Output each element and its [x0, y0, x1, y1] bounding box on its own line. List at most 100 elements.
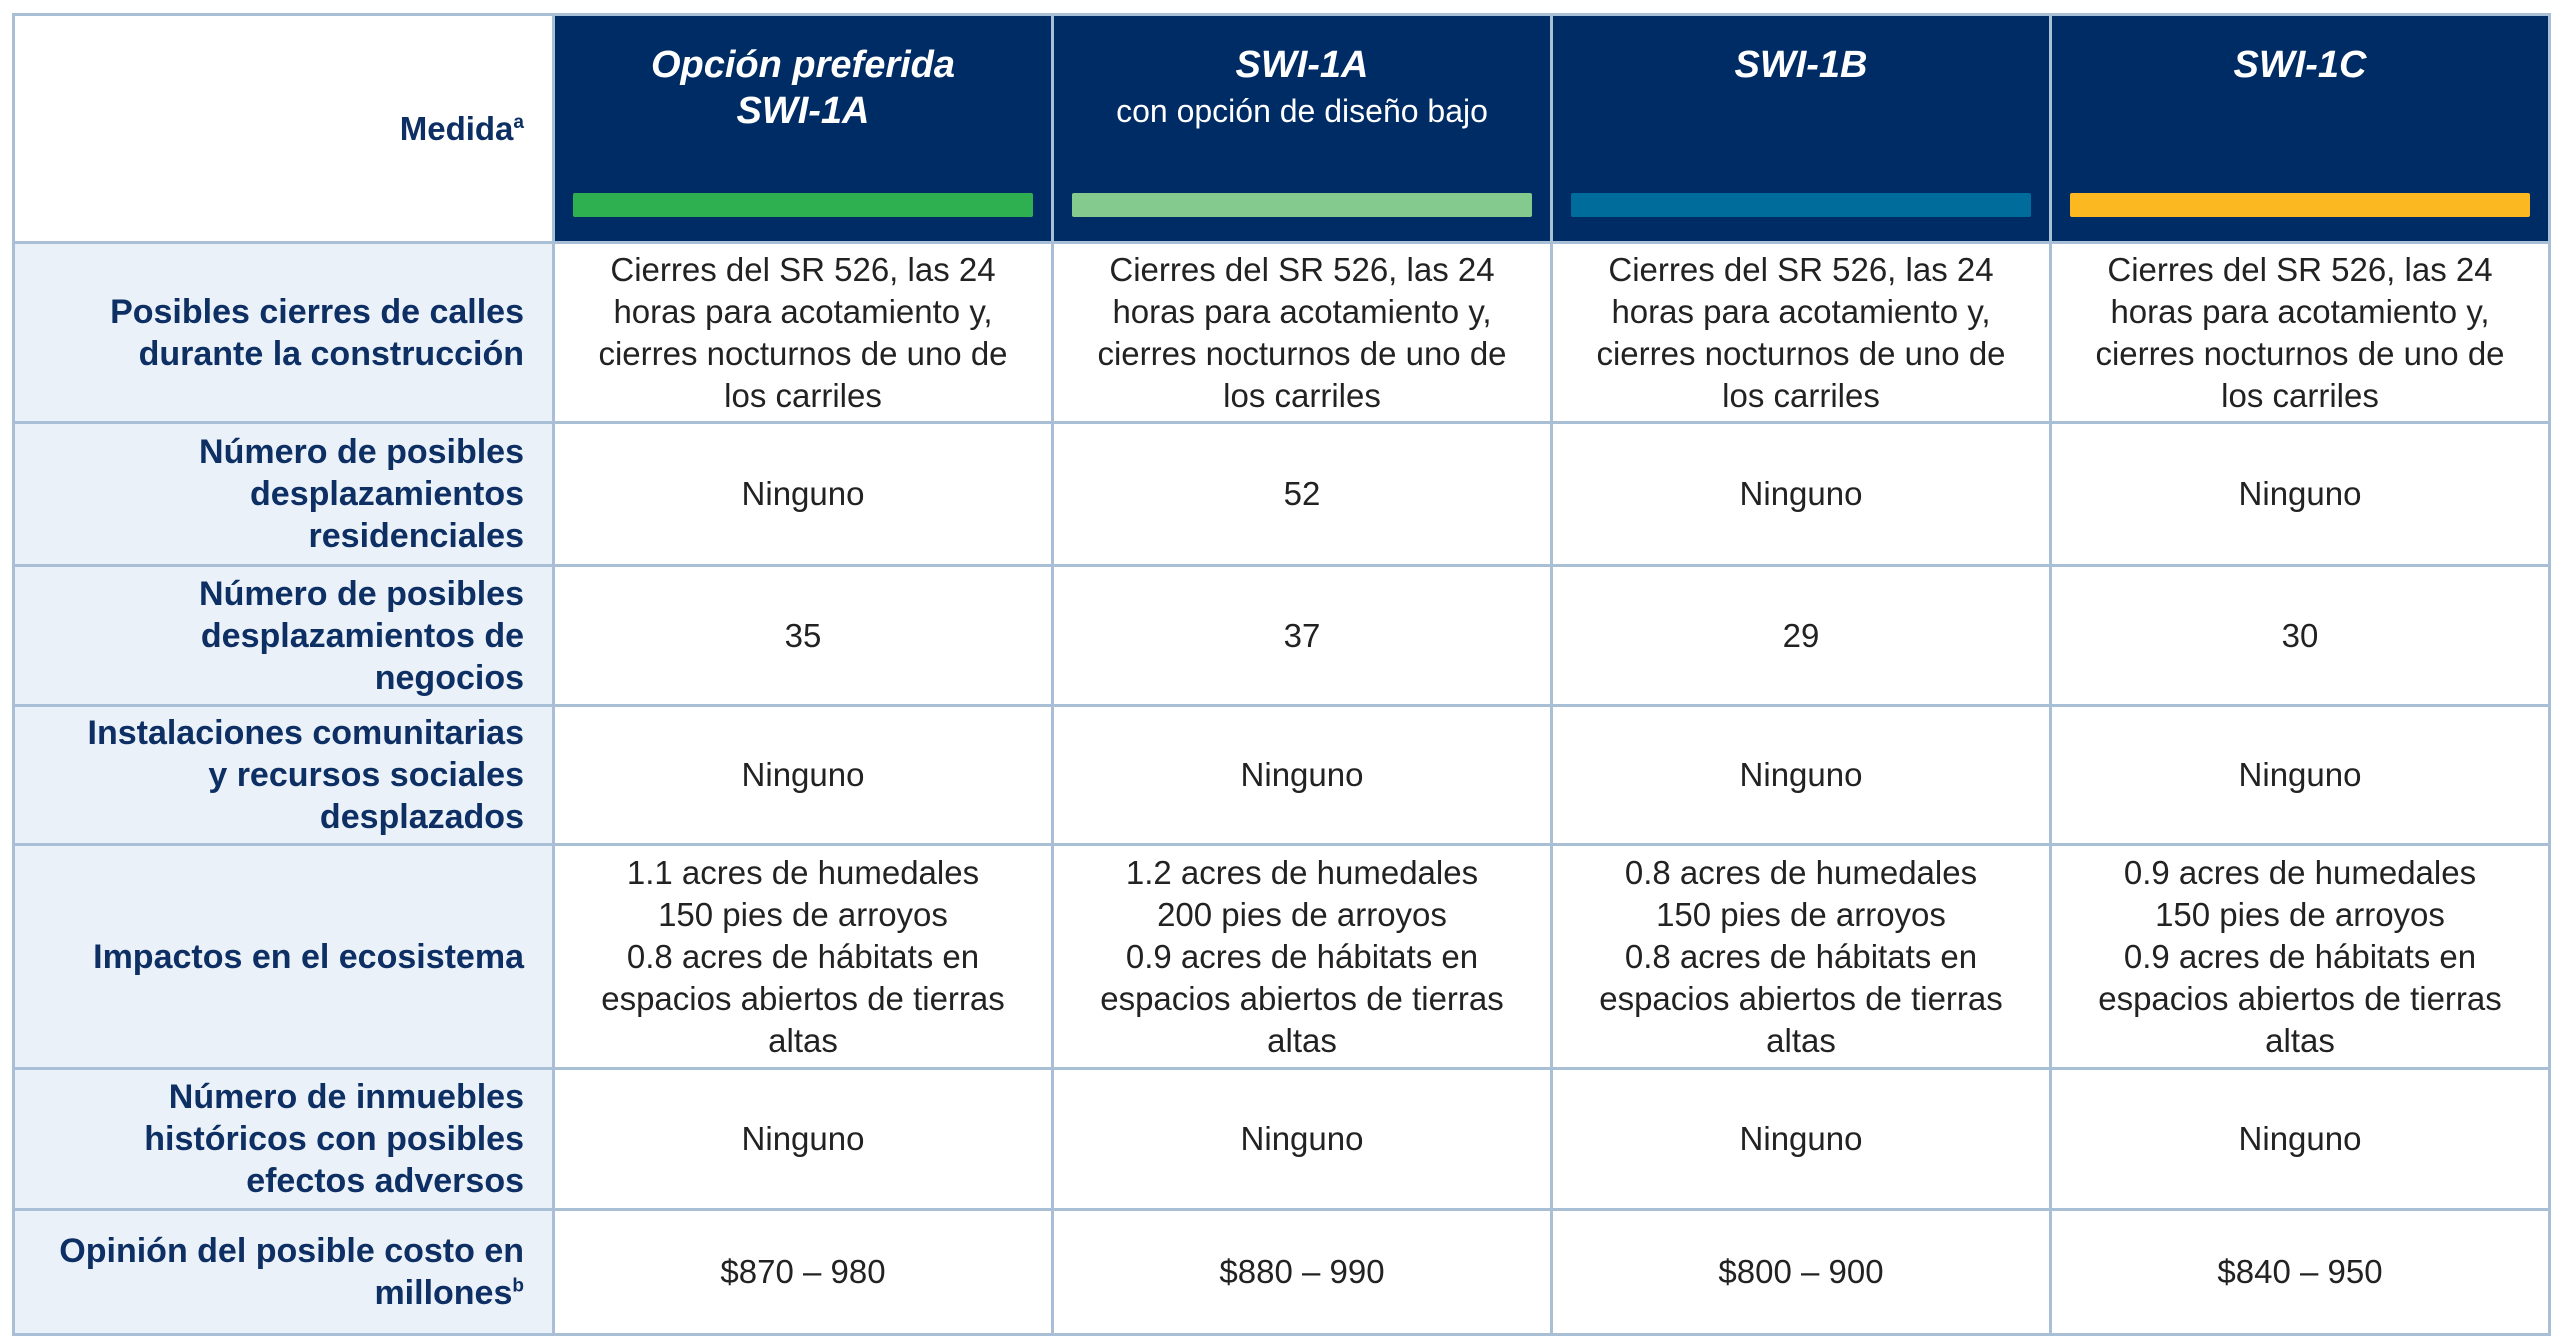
- measure-header: Medidaa: [12, 13, 555, 244]
- option-color-bar: [1571, 193, 2031, 217]
- cell-text-line: 0.8 acres de humedales: [1624, 853, 1978, 891]
- option-title: Opción preferida: [650, 44, 956, 86]
- cell-text-line: Cierres del SR 526, las 24: [610, 250, 996, 288]
- option-header-preferred: Opción preferida SWI-1A: [552, 13, 1054, 244]
- header-row: Medidaa Opción preferida SWI-1A SWI-1A c…: [12, 13, 2551, 244]
- row-label: Opinión del posible costo en millonesb: [12, 1208, 555, 1336]
- cell-text-line: espacios abiertos de tierras: [1599, 979, 2003, 1017]
- row-label-text: millones: [374, 1274, 513, 1312]
- row-label-line: desplazamientos: [250, 475, 524, 513]
- row-label: Número de posibles desplazamientos residen…: [12, 421, 555, 567]
- row-label-line: Instalaciones comunitarias: [87, 714, 525, 752]
- cell-text-line: $880 – 990: [1219, 1253, 1385, 1290]
- option-color-bar: [1072, 193, 1532, 217]
- row-label-line: negocios: [374, 658, 524, 697]
- row-label: Número de posibles desplazamientos de nego…: [12, 564, 555, 707]
- cell-text-line: 0.9 acres de hábitats en: [1125, 937, 1479, 975]
- row-label-line: históricos con posibles: [144, 1120, 524, 1158]
- cell-text-line: Ninguno: [1240, 1120, 1364, 1157]
- table-cell: 1.2 acres de humedales 200 pies de arroyo…: [1051, 843, 1553, 1070]
- cell-text-line: Ninguno: [1739, 756, 1863, 793]
- row-label-line: Opinión del posible costo en: [59, 1232, 524, 1270]
- cell-text-line: Ninguno: [2238, 475, 2362, 512]
- option-title: SWI-1C: [2233, 44, 2367, 86]
- cell-text-line: 0.9 acres de hábitats en: [2123, 937, 2477, 975]
- table-cell: Ninguno: [552, 704, 1054, 846]
- cell-text-line: horas para acotamiento y,: [1112, 292, 1492, 330]
- cell-text-line: $840 – 950: [2217, 1253, 2383, 1290]
- cell-text-line: 37: [1283, 616, 1321, 654]
- cell-text-line: Ninguno: [2238, 1120, 2362, 1157]
- cell-text-line: Ninguno: [741, 1120, 865, 1157]
- cell-text-line: 0.8 acres de hábitats en: [626, 937, 980, 975]
- cell-text-line: altas: [1766, 1021, 1836, 1059]
- row-label: Posibles cierres de calles durante la con…: [12, 241, 555, 424]
- option-header-swi-1b: SWI-1B: [1550, 13, 2052, 244]
- cell-text-line: altas: [2265, 1021, 2335, 1059]
- row-label-line: residenciales: [308, 517, 524, 555]
- option-header-swi-1c: SWI-1C: [2049, 13, 2551, 244]
- table-cell: Ninguno: [552, 1067, 1054, 1211]
- table-cell: Ninguno: [1051, 1067, 1553, 1211]
- option-title: SWI-1A: [1235, 44, 1369, 86]
- cell-text-line: 30: [2281, 616, 2319, 654]
- cell-text-line: 200 pies de arroyos: [1157, 895, 1447, 933]
- table-cell: Ninguno: [1550, 421, 2052, 567]
- cell-text-line: cierres nocturnos de uno de: [2095, 334, 2505, 372]
- cell-text-line: espacios abiertos de tierras: [601, 979, 1005, 1017]
- comparison-table-container: Medidaa Opción preferida SWI-1A SWI-1A c…: [12, 13, 2551, 1336]
- cell-text-line: horas para acotamiento y,: [1611, 292, 1991, 330]
- row-label-line: Número de posibles: [199, 574, 524, 613]
- cell-text-line: 150 pies de arroyos: [2155, 895, 2445, 933]
- row-label-line: desplazados: [319, 798, 524, 836]
- row-historic-properties: Número de inmuebles históricos con posibl…: [12, 1067, 2551, 1211]
- row-label-line: Impactos en el ecosistema: [93, 937, 524, 976]
- option-header-swi-1a-low: SWI-1A con opción de diseño bajo: [1051, 13, 1553, 244]
- table-cell: 0.9 acres de humedales 150 pies de arroyo…: [2049, 843, 2551, 1070]
- table-cell: Cierres del SR 526, las 24 horas para aco…: [2049, 241, 2551, 424]
- row-label-line: y recursos sociales: [208, 756, 524, 794]
- cell-text-line: horas para acotamiento y,: [613, 292, 993, 330]
- cell-text-line: 52: [1283, 475, 1321, 512]
- cell-text-line: espacios abiertos de tierras: [1100, 979, 1504, 1017]
- cell-text-line: Cierres del SR 526, las 24: [2107, 250, 2493, 288]
- measure-label: Medida: [399, 109, 514, 147]
- table-cell: Cierres del SR 526, las 24 horas para aco…: [1550, 241, 2052, 424]
- cell-text-line: Ninguno: [741, 475, 865, 512]
- row-label-line: durante la construcción: [138, 334, 524, 373]
- cell-text-line: cierres nocturnos de uno de: [1596, 334, 2006, 372]
- cell-text-line: Ninguno: [1240, 756, 1364, 793]
- table-cell: Ninguno: [1051, 704, 1553, 846]
- option-subtitle: con opción de diseño bajo: [1116, 93, 1488, 129]
- cell-text-line: Ninguno: [2238, 756, 2362, 793]
- cell-text-line: cierres nocturnos de uno de: [1097, 334, 1507, 372]
- table-cell: 0.8 acres de humedales 150 pies de arroyo…: [1550, 843, 2052, 1070]
- cell-text-line: Ninguno: [1739, 475, 1863, 512]
- cell-text-line: los carriles: [724, 376, 882, 414]
- option-title-line2: SWI-1A: [736, 90, 870, 132]
- table-cell: 35: [552, 564, 1054, 707]
- table-cell: Ninguno: [2049, 421, 2551, 567]
- cell-text-line: cierres nocturnos de uno de: [598, 334, 1008, 372]
- row-label-line: desplazamientos de: [200, 616, 524, 655]
- option-color-bar: [2070, 193, 2530, 217]
- table-cell: Ninguno: [2049, 1067, 2551, 1211]
- table-cell: Cierres del SR 526, las 24 horas para aco…: [1051, 241, 1553, 424]
- table-cell: 37: [1051, 564, 1553, 707]
- row-label-line: Posibles cierres de calles: [110, 292, 524, 331]
- cell-text-line: los carriles: [1223, 376, 1381, 414]
- row-business-displacements: Número de posibles desplazamientos de nego…: [12, 564, 2551, 707]
- cell-text-line: los carriles: [2221, 376, 2379, 414]
- table-cell: 52: [1051, 421, 1553, 567]
- cell-text-line: 150 pies de arroyos: [658, 895, 948, 933]
- table-cell: 29: [1550, 564, 2052, 707]
- cell-text-line: altas: [768, 1021, 838, 1059]
- cell-text-line: espacios abiertos de tierras: [2098, 979, 2502, 1017]
- cell-text-line: 0.9 acres de humedales: [2123, 853, 2477, 891]
- table-cell: Ninguno: [552, 421, 1054, 567]
- row-label-line: millonesb: [35, 1272, 524, 1314]
- row-community-facilities: Instalaciones comunitarias y recursos soc…: [12, 704, 2551, 846]
- table-cell: $870 – 980: [552, 1208, 1054, 1336]
- table-cell: $840 – 950: [2049, 1208, 2551, 1336]
- row-road-closures: Posibles cierres de calles durante la con…: [12, 241, 2551, 424]
